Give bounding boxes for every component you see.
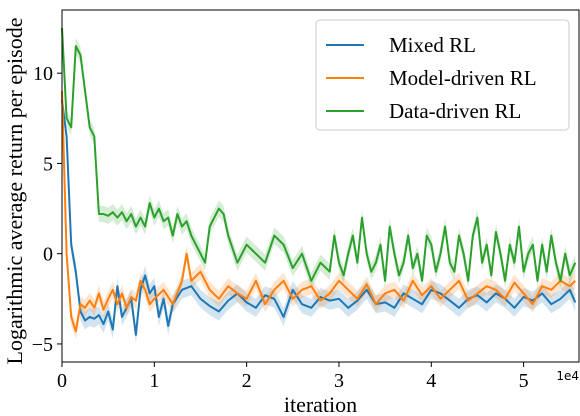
- legend-label: Data-driven RL: [389, 99, 521, 123]
- x-tick-label: 2: [242, 370, 252, 392]
- x-tick-label: 5: [519, 370, 529, 392]
- y-axis-ticks: −5 0 5 10: [32, 63, 62, 356]
- y-axis-label: Logarithmic average return per episode: [2, 18, 27, 365]
- line-series-2: [61, 91, 577, 333]
- x-axis-ticks: 0 1 2 3 4 5: [57, 362, 529, 392]
- x-tick-label: 1: [149, 370, 159, 392]
- y-tick-label: 5: [43, 153, 53, 175]
- x-axis-label: iteration: [284, 392, 357, 416]
- legend-label: Model-driven RL: [389, 66, 537, 90]
- legend-label: Mixed RL: [389, 33, 476, 57]
- x-axis-offset-label: 1e4: [556, 369, 579, 383]
- y-tick-label: −5: [32, 334, 53, 356]
- y-tick-label: 0: [43, 244, 53, 266]
- plot-frame: [61, 9, 580, 363]
- legend: Mixed RL Model-driven RL Data-driven RL: [315, 19, 570, 131]
- x-tick-label: 0: [57, 370, 67, 392]
- x-tick-label: 3: [334, 370, 344, 392]
- series-lines: [61, 28, 577, 336]
- y-tick-label: 10: [33, 63, 53, 85]
- x-tick-label: 4: [426, 370, 436, 392]
- line-series-3: [61, 28, 577, 282]
- legend-box: [315, 19, 570, 131]
